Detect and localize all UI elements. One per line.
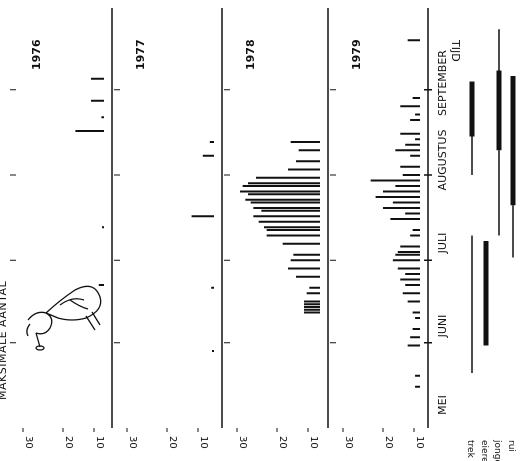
y-tick-1979-10: 10: [414, 436, 425, 449]
month-labels: MEI JUNI JULI AUGUSTUS SEPTEMBER: [436, 50, 449, 415]
y-tick-1978-20: 20: [277, 436, 288, 449]
y-tick-1979-30: 30: [343, 436, 354, 449]
y-tick-1978-30: 30: [237, 436, 248, 449]
year-label-1979: 1979: [350, 39, 363, 70]
y-tick-1977-10: 10: [198, 436, 209, 449]
month-label-juni: JUNI: [436, 315, 449, 339]
x-axis-label: TIJD: [449, 39, 462, 62]
y-axis-label: MAKSIMALE AANTAL: [0, 280, 9, 400]
month-label-september: SEPTEMBER: [436, 50, 449, 116]
y-tick-1976-30: 30: [23, 436, 34, 449]
y-tick-1978-10: 10: [308, 436, 319, 449]
phenology-label-rui: rui: [506, 440, 516, 452]
year-labels: 1976 1977 1978 1979: [30, 39, 363, 70]
y-tick-1976-10: 10: [94, 436, 105, 449]
phenology-label-eieren: eieren: [479, 440, 489, 461]
year-panels: [75, 39, 420, 388]
phenology-label-jongen: jongen: [492, 439, 502, 461]
month-label-mei: MEI: [436, 395, 449, 415]
y-tick-1976-20: 20: [63, 436, 74, 449]
panel-dividers: [111, 8, 329, 428]
month-label-augustus: AUGUSTUS: [436, 130, 449, 191]
year-label-1978: 1978: [244, 39, 257, 70]
year-label-1977: 1977: [134, 39, 147, 70]
month-boundary-ticks: [10, 89, 432, 344]
phenology-bands: trek eieren jongen rui: [465, 29, 516, 461]
y-tick-1977-20: 20: [167, 436, 178, 449]
month-label-juli: JULI: [436, 233, 449, 255]
y-tick-1979-20: 20: [383, 436, 394, 449]
spoonbill-illustration: [26, 285, 102, 351]
y-tick-1977-30: 30: [127, 436, 138, 449]
phenology-label-trek: trek: [465, 440, 475, 459]
year-label-1976: 1976: [30, 39, 43, 70]
y-tick-labels: 30 20 10 30 20 10 30 20 10 30 20 10: [22, 428, 425, 449]
